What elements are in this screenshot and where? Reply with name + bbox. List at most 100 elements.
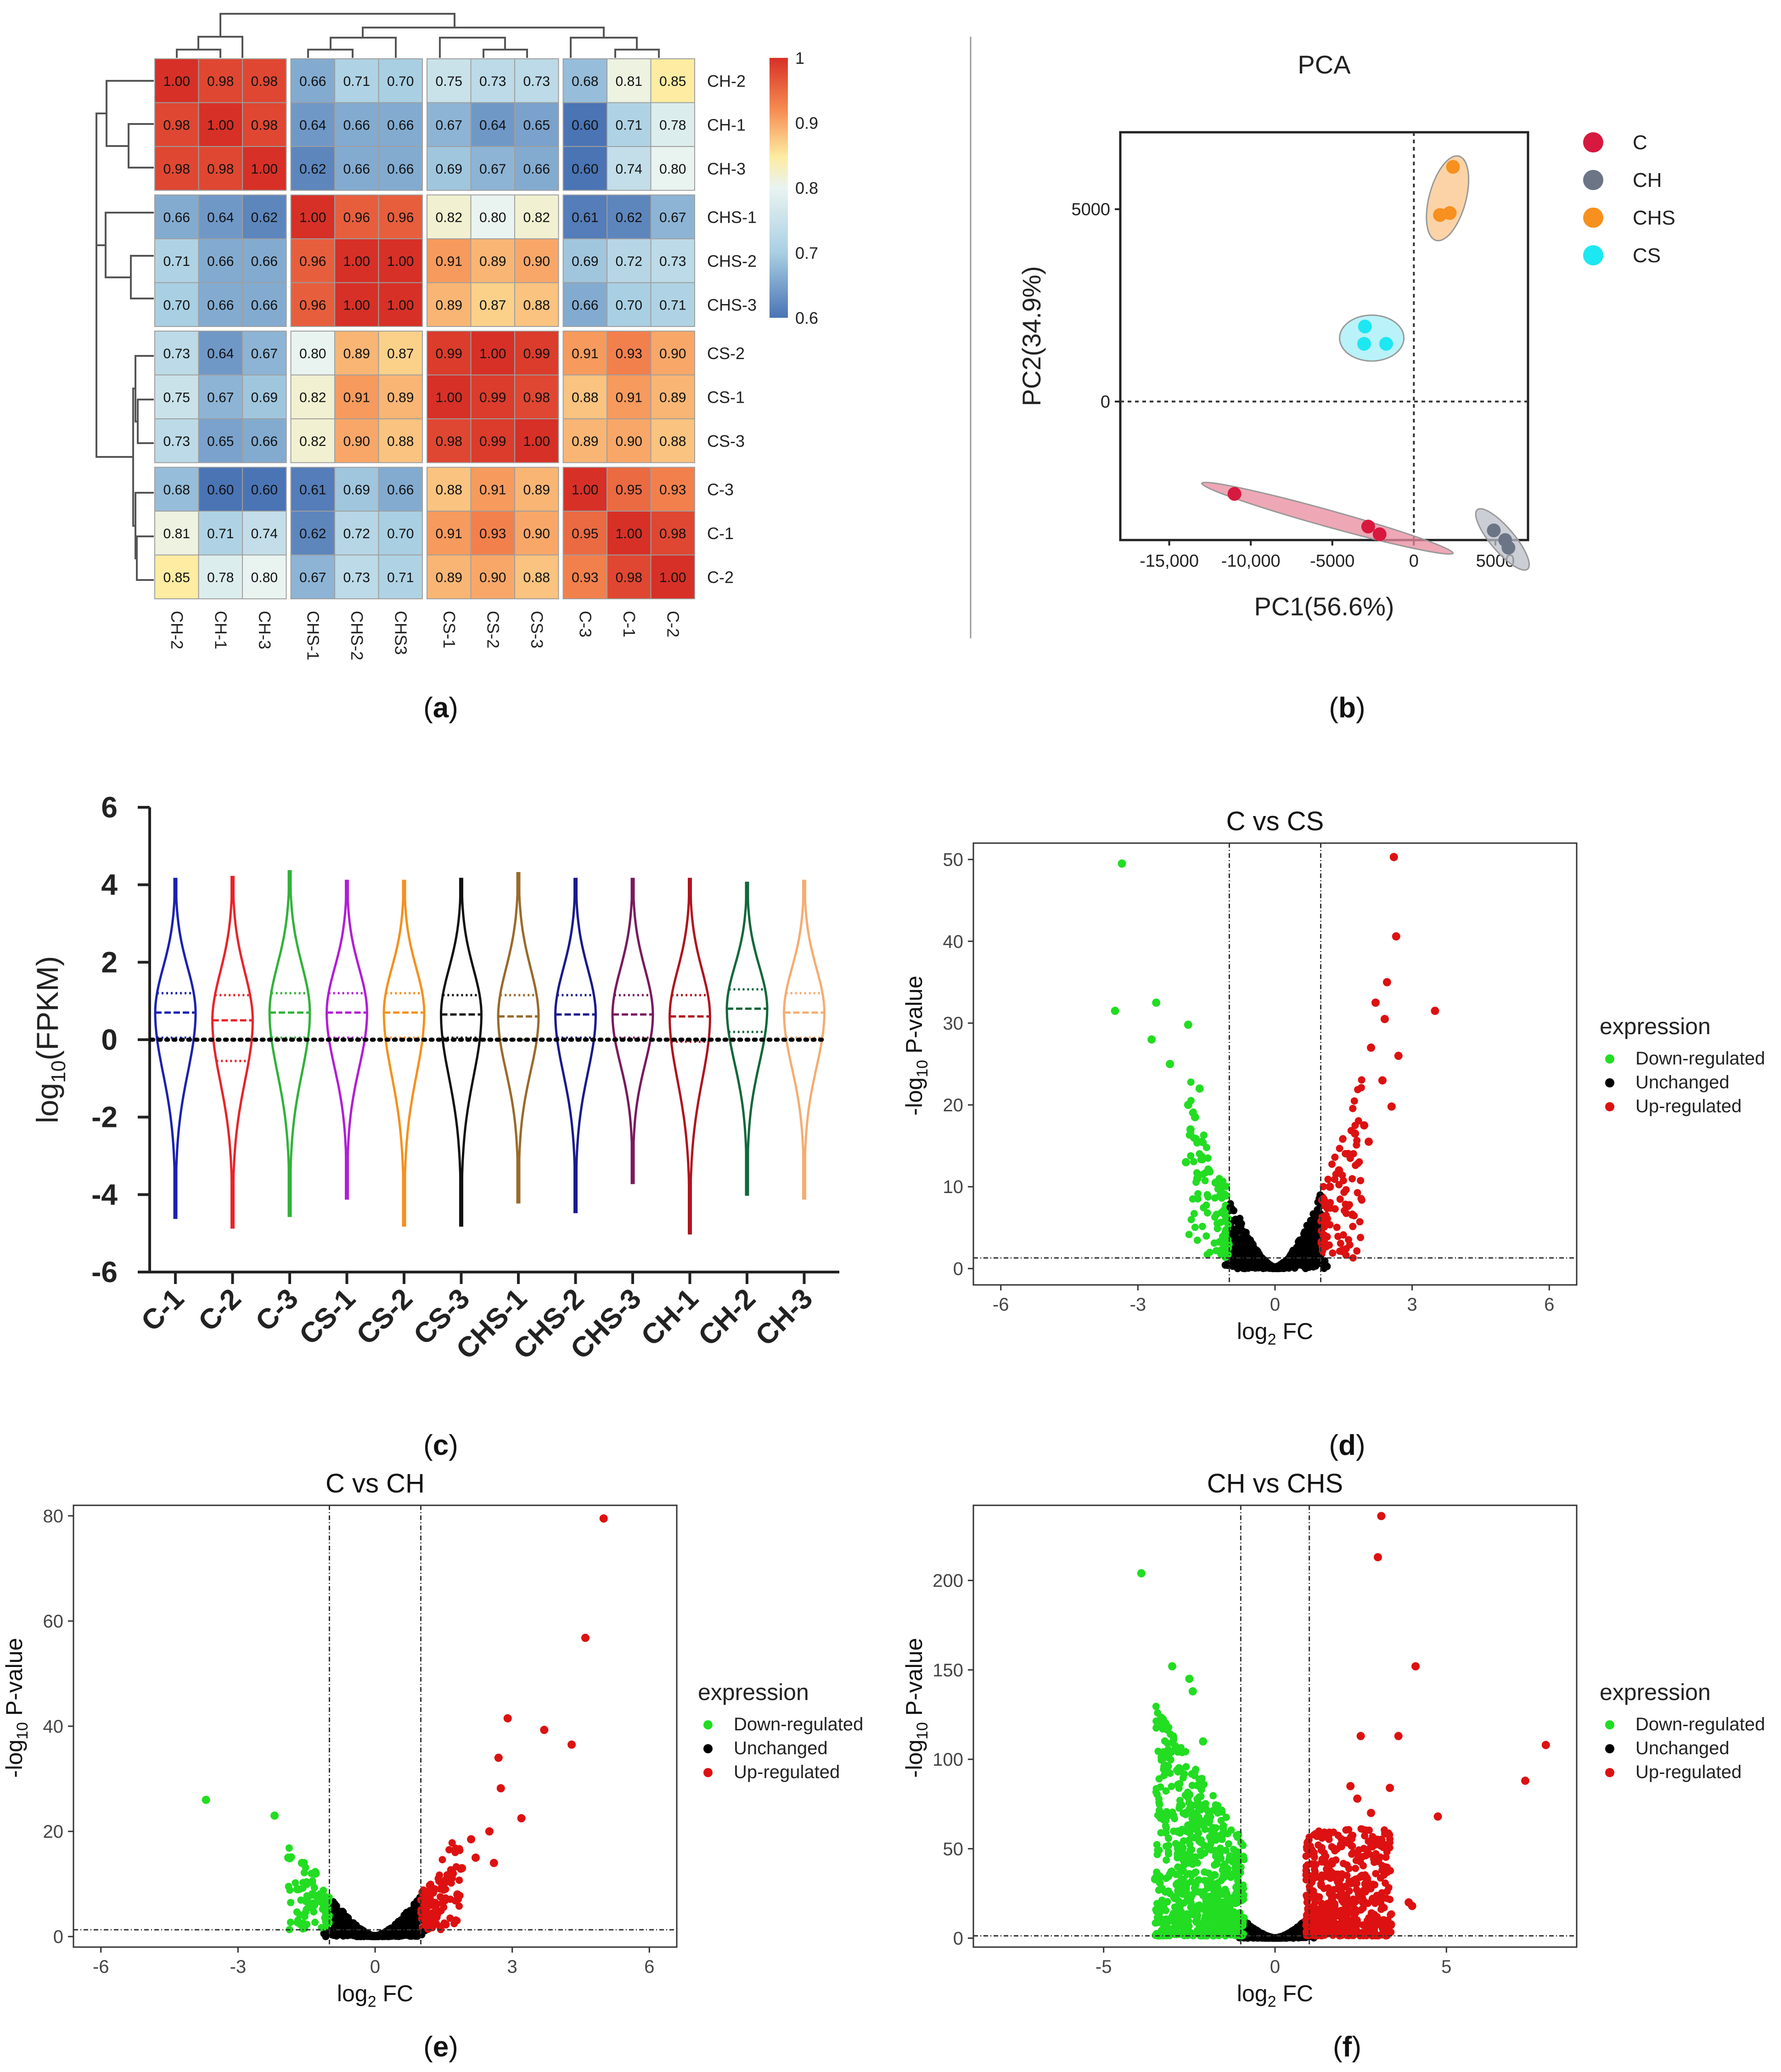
volcano-point-down	[1162, 1842, 1170, 1850]
volcano-plot-frame	[73, 1504, 678, 1948]
pca-ellipse-c	[1201, 481, 1454, 555]
heatmap-cell-value: 1.00	[436, 390, 462, 405]
heatmap-cell	[650, 146, 695, 191]
volcano-point-down	[1191, 1869, 1199, 1876]
volcano-legend-label: Up-regulated	[1635, 1096, 1742, 1116]
volcano-point-down	[1174, 1850, 1181, 1858]
volcano-point-down	[1183, 1827, 1191, 1835]
heatmap-cell	[334, 374, 379, 419]
heatmap-cell	[378, 102, 423, 147]
volcano-point-unchanged	[389, 1931, 397, 1939]
volcano-point-up	[431, 1908, 439, 1915]
heatmap-column-label: CH-2	[168, 611, 186, 649]
volcano-point-down	[1224, 1214, 1232, 1222]
colorbar-tick-label: 0.9	[795, 114, 818, 133]
heatmap-cell-value: 0.66	[251, 298, 278, 313]
volcano-point-down	[1221, 1886, 1229, 1893]
heatmap-column-label: CS-3	[528, 611, 546, 648]
volcano-point-down	[1233, 1917, 1241, 1925]
heatmap-cell-value: 0.68	[572, 74, 598, 89]
volcano-point-up	[439, 1880, 448, 1888]
heatmap-cell	[470, 102, 515, 147]
volcano-point-up	[1314, 1893, 1321, 1901]
heatmap-cell	[290, 511, 335, 556]
heatmap-column-label: CHS3	[391, 611, 410, 655]
heatmap-cell	[562, 58, 607, 103]
volcano-point-down	[293, 1885, 302, 1894]
heatmap-cell-value: 0.75	[436, 74, 462, 89]
volcano-point-up	[1342, 1915, 1349, 1923]
heatmap-cell-value: 0.60	[572, 162, 598, 177]
volcano-point-down	[1174, 1879, 1181, 1887]
volcano-point-up	[1384, 1916, 1392, 1924]
violin-x-label: CS-1	[293, 1283, 362, 1351]
heatmap-cell	[514, 554, 559, 599]
heatmap-cell-value: 0.85	[659, 74, 686, 89]
volcano-point-up	[1331, 1153, 1339, 1161]
volcano-legend-title: expression	[1600, 1013, 1711, 1039]
volcano-point-up	[1329, 1874, 1337, 1881]
volcano-point-up	[1352, 1864, 1360, 1872]
heatmap-cell	[514, 282, 559, 327]
pca-legend-label: CS	[1633, 244, 1661, 267]
heatmap-cell-value: 0.90	[659, 346, 686, 361]
heatmap-cell-value: 0.74	[251, 526, 278, 541]
heatmap-cell-value: 0.91	[616, 390, 642, 405]
heatmap-cell-value: 0.87	[479, 298, 506, 313]
volcano-point-down	[1176, 1802, 1184, 1809]
heatmap-cell-value: 0.98	[523, 390, 550, 405]
y-label-rest: P-value	[901, 1638, 927, 1722]
pca-point-cs	[1358, 320, 1372, 334]
volcano-point-up	[1365, 1137, 1373, 1146]
volcano-point-unchanged	[1296, 1236, 1303, 1244]
heatmap-cell-value: 0.90	[479, 570, 506, 585]
heatmap-cell	[562, 331, 607, 376]
volcano-point-down	[287, 1898, 295, 1906]
volcano-point-up	[1377, 1905, 1385, 1913]
heatmap-cell	[290, 282, 335, 327]
volcano-legend-marker	[703, 1744, 713, 1753]
colorbar: 1 0.9 0.8 0.7 0.6	[770, 49, 818, 327]
volcano-point-down	[1197, 1137, 1206, 1146]
volcano-point-up	[1343, 1931, 1350, 1939]
volcano-point-up	[1369, 1833, 1376, 1841]
volcano-points	[202, 1514, 608, 1941]
y-label-sub: 10	[914, 1722, 931, 1740]
heatmap-cell	[470, 282, 515, 327]
volcano-point-unchanged	[1234, 1265, 1242, 1272]
volcano-point-down	[1167, 1868, 1175, 1875]
volcano-point-up	[1339, 1231, 1347, 1239]
heatmap-cell-value: 1.00	[251, 162, 278, 177]
heatmap-cell	[470, 511, 515, 556]
volcano-point-up	[1386, 1784, 1394, 1792]
heatmap-row-labels: CH-2 CH-1 CH-3 CHS-1 CHS-2 CHS-3 CS-2 CS-1 CS-3 C…	[707, 72, 757, 587]
volcano-point-up	[1320, 1194, 1327, 1202]
volcano-point-up	[1377, 1898, 1385, 1906]
heatmap-cell-value: 0.73	[343, 570, 370, 585]
heatmap-cell-value: 0.88	[387, 434, 414, 449]
volcano-point-unchanged	[374, 1931, 382, 1939]
volcano-point-up	[1387, 1102, 1396, 1111]
heatmap-cell	[378, 467, 423, 512]
volcano-x-tick-label: -3	[230, 1957, 247, 1977]
volcano-point-up	[1302, 1852, 1310, 1860]
volcano-point-down	[1210, 1932, 1218, 1940]
heatmap-cell-value: 0.67	[299, 570, 326, 585]
volcano-point-up	[517, 1814, 526, 1823]
volcano-point-down	[1172, 1892, 1180, 1900]
heatmap-cell-value: 0.80	[479, 210, 506, 225]
volcano-point-up	[1345, 1201, 1353, 1209]
pca-legend-marker	[1583, 132, 1603, 152]
volcano-point-up	[1521, 1776, 1530, 1785]
volcano-point-up	[1348, 1850, 1356, 1858]
volcano-point-up	[1353, 1137, 1361, 1144]
x-label-rest: FC	[1276, 1981, 1314, 2006]
violins	[154, 870, 826, 1235]
volcano-point-up	[1357, 1177, 1365, 1184]
heatmap-cell-value: 0.82	[523, 210, 550, 225]
volcano-y-tick-label: 0	[953, 1929, 963, 1949]
volcano-plot-frame	[972, 1504, 1578, 1948]
volcano-point-unchanged	[1234, 1244, 1242, 1252]
volcano-point-up	[1349, 1254, 1357, 1262]
volcano-point-down	[325, 1898, 332, 1906]
